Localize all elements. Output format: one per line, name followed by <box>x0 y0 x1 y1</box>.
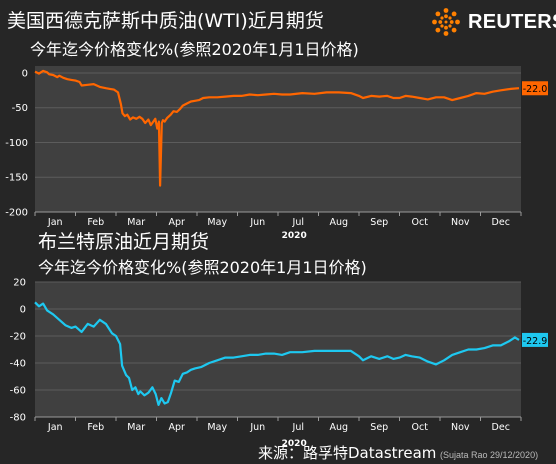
wti-x-tick-label: May <box>207 217 227 228</box>
wti-x-tick-label: Feb <box>87 217 104 228</box>
source-note: 来源：路孚特Datastream <box>258 444 437 462</box>
reuters-logo: REUTERS <box>431 7 556 37</box>
wti-x-tick-label: Apr <box>169 217 186 228</box>
brent-x-tick-label: Nov <box>451 422 470 433</box>
brent-chart-title: 布兰特原油近月期货 <box>38 231 210 253</box>
brent-x-tick-label: Sep <box>370 422 388 433</box>
wti-y-tick-label: -100 <box>5 138 28 149</box>
wti-year-label: 2020 <box>282 231 307 241</box>
brent-x-tick-label: Apr <box>169 422 186 433</box>
brent-x-tick-label: Jul <box>292 422 304 433</box>
wti-y-axis: 0 -50 -100 -150 -200 <box>5 68 28 218</box>
wti-x-tick-label: Jun <box>249 217 265 228</box>
brent-x-tick-label: Dec <box>492 422 510 433</box>
reuters-dots-icon <box>432 8 460 36</box>
wti-x-tick-label: Nov <box>451 217 470 228</box>
brent-x-tick-label: Mar <box>127 422 145 433</box>
brent-x-axis: Jan Feb Mar Apr May Jun Jul Aug Sep Oct Nov Dec <box>34 416 522 433</box>
wti-x-tick-label: Jan <box>47 217 63 228</box>
brent-chart-subtitle: 今年迄今价格变化%(参照2020年1月1日价格) <box>38 258 367 277</box>
wti-x-tick-label: Jul <box>292 217 304 228</box>
wti-chart-title: 美国西德克萨斯中质油(WTI)近月期货 <box>7 10 324 32</box>
wti-x-tick-label: Oct <box>412 217 429 228</box>
wti-x-tick-label: Aug <box>329 217 348 228</box>
wti-x-tick-label: Dec <box>492 217 510 228</box>
brent-chart: 20 0 -20 -40 -60 -80 Jan Feb Mar Apr May Jun Jul Aug… <box>10 278 548 449</box>
wti-end-label: -22.0 <box>522 81 548 96</box>
wti-series-line <box>34 69 520 187</box>
brent-y-tick-label: -60 <box>10 386 26 397</box>
wti-y-tick-label: -50 <box>12 103 28 114</box>
wti-y-tick-label: -200 <box>5 208 28 219</box>
brent-x-tick-label: Feb <box>87 422 104 433</box>
brent-end-label-box <box>522 332 548 347</box>
brent-x-tick-label: Aug <box>329 422 348 433</box>
brent-y-tick-label: -20 <box>10 332 26 343</box>
wti-gridlines <box>35 72 521 213</box>
wti-y-tick-label: 0 <box>22 68 28 79</box>
wti-x-axis: Jan Feb Mar Apr May Jun Jul Aug Sep Oct Nov Dec <box>34 211 522 228</box>
brent-y-tick-label: 0 <box>20 305 26 316</box>
brent-plot-background <box>35 282 521 417</box>
brent-end-label-text: -22.9 <box>523 336 548 347</box>
brent-y-tick-label: -80 <box>10 413 26 424</box>
wti-x-tick-label: Sep <box>370 217 388 228</box>
brent-y-tick-label: -40 <box>10 359 26 370</box>
logo-text: REUTERS <box>468 10 556 33</box>
wti-y-tick-label: -150 <box>5 173 28 184</box>
brent-x-tick-label: Jan <box>47 422 63 433</box>
brent-end-label: -22.9 <box>522 332 548 347</box>
wti-x-tick-label: Mar <box>127 217 145 228</box>
brent-x-tick-label: Oct <box>412 422 429 433</box>
wti-end-label-box <box>522 81 548 96</box>
brent-series-line <box>34 301 520 406</box>
brent-y-tick-label: 20 <box>13 278 26 289</box>
wti-end-label-text: -22.0 <box>523 84 548 95</box>
brent-year-label: 2020 <box>282 439 307 449</box>
wti-chart: 0 -50 -100 -150 -200 Jan Feb Mar Apr May Jun Jul Au… <box>5 66 548 241</box>
brent-x-tick-label: Jun <box>249 422 265 433</box>
credit-note: (Sujata Rao 29/12/2020) <box>440 450 539 460</box>
brent-x-tick-label: May <box>207 422 227 433</box>
wti-chart-subtitle: 今年迄今价格变化%(参照2020年1月1日价格) <box>30 40 359 59</box>
brent-y-axis: 20 0 -20 -40 -60 -80 <box>10 278 26 424</box>
